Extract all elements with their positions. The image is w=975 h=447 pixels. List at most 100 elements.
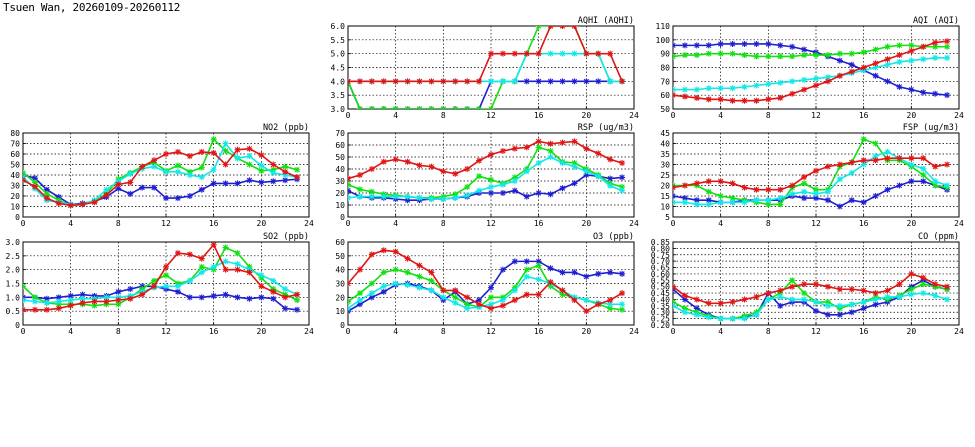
green-data-point [729, 195, 736, 202]
cyan-data-point [559, 50, 566, 57]
blue-data-point [174, 288, 181, 295]
red-data-point [741, 97, 748, 104]
red-data-point [356, 172, 363, 178]
green-data-point [920, 281, 927, 288]
red-data-point [813, 82, 819, 89]
x-tick-label: 4 [393, 111, 398, 120]
panel-title: FSP (ug/m3) [903, 123, 959, 133]
green-data-point [234, 250, 241, 257]
x-tick-label: 0 [21, 219, 26, 228]
y-tick-label: 0.60 [651, 270, 670, 279]
red-data-point [741, 184, 748, 191]
red-data-point [765, 96, 772, 103]
cyan-data-point [380, 193, 387, 200]
cyan-data-point [753, 197, 760, 204]
red-data-point [416, 262, 423, 269]
blue-data-point [920, 89, 927, 96]
y-tick-label: 50 [660, 105, 670, 114]
cyan-data-point [523, 273, 530, 280]
green-data-point [944, 43, 951, 50]
blue-data-point [127, 286, 134, 293]
red-data-point [416, 78, 423, 85]
green-data-point [836, 50, 843, 57]
blue-data-point [571, 180, 578, 187]
red-data-point [681, 292, 688, 299]
green-data-point [884, 43, 891, 50]
green-data-point [163, 272, 169, 279]
red-data-point [673, 92, 676, 99]
cyan-data-point [705, 314, 712, 321]
panel-title: RSP (ug/m3) [578, 123, 634, 133]
red-data-point [392, 156, 399, 163]
cyan-data-point [932, 178, 939, 185]
red-data-point [23, 306, 26, 313]
red-data-point [753, 293, 760, 300]
red-data-point [174, 148, 181, 155]
red-data-point [103, 191, 110, 198]
x-tick-label: 4 [718, 219, 723, 228]
cyan-data-point [789, 296, 796, 303]
y-tick-label: 40 [10, 171, 20, 180]
blue-data-point [559, 269, 566, 276]
cyan-data-point [860, 299, 867, 306]
x-tick-label: 16 [859, 219, 869, 228]
x-tick-label: 4 [68, 219, 73, 228]
cyan-data-point [741, 315, 748, 322]
y-tick-label: 10 [660, 203, 670, 212]
x-tick-label: 20 [582, 219, 592, 228]
red-data-point [404, 78, 411, 85]
green-data-point [765, 53, 772, 60]
cyan-data-point [717, 199, 724, 206]
blue-data-point [836, 203, 843, 210]
blue-data-point [777, 42, 784, 49]
x-tick-label: 20 [257, 327, 267, 336]
green-data-point [693, 52, 700, 59]
blue-data-point [753, 40, 760, 47]
cyan-data-point [270, 169, 277, 176]
green-data-point [681, 52, 688, 59]
cyan-data-point [282, 286, 289, 293]
cyan-data-point [944, 182, 951, 189]
cyan-data-point [31, 298, 38, 305]
red-data-point [79, 299, 86, 306]
page-title: Tsuen Wan, 20260109-20260112 [3, 1, 181, 14]
red-data-point [428, 78, 435, 85]
series-group [673, 38, 951, 104]
green-data-point [246, 161, 253, 168]
blue-data-point [115, 185, 122, 192]
cyan-data-point [607, 78, 614, 85]
aqhi-panel: 0 4 8 12 16 20 24 3.0 3.5 4.0 4.5 5.0 5.5 6.0 AQHI (AQ… [331, 16, 639, 120]
y-tick-label: 0 [15, 213, 20, 222]
green-data-point [511, 174, 518, 181]
x-tick-label: 0 [346, 111, 351, 120]
cyan-data-point [717, 315, 724, 322]
y-tick-label: 10 [335, 307, 345, 316]
green-data-point [31, 294, 38, 301]
cyan-data-point [151, 163, 158, 170]
green-data-point [535, 144, 542, 151]
green-series-line [348, 146, 623, 199]
red-data-point [681, 182, 688, 189]
y-tick-label: 5.5 [331, 36, 346, 45]
red-data-point [717, 96, 724, 103]
green-data-point [428, 106, 435, 109]
green-data-point [535, 26, 542, 29]
red-data-point [464, 294, 471, 301]
red-data-point [139, 163, 146, 170]
green-data-point [801, 290, 808, 297]
x-tick-label: 24 [954, 111, 964, 120]
red-data-point [523, 291, 530, 298]
blue-data-point [559, 185, 566, 192]
red-data-point [836, 286, 843, 293]
red-data-point [729, 97, 736, 104]
blue-data-point [139, 184, 146, 191]
red-data-point [908, 270, 915, 277]
cyan-data-point [258, 272, 265, 279]
blue-data-point [777, 302, 784, 309]
red-data-point [535, 138, 542, 145]
red-data-point [452, 287, 459, 294]
red-data-point [860, 157, 867, 164]
x-tick-label: 12 [486, 327, 496, 336]
